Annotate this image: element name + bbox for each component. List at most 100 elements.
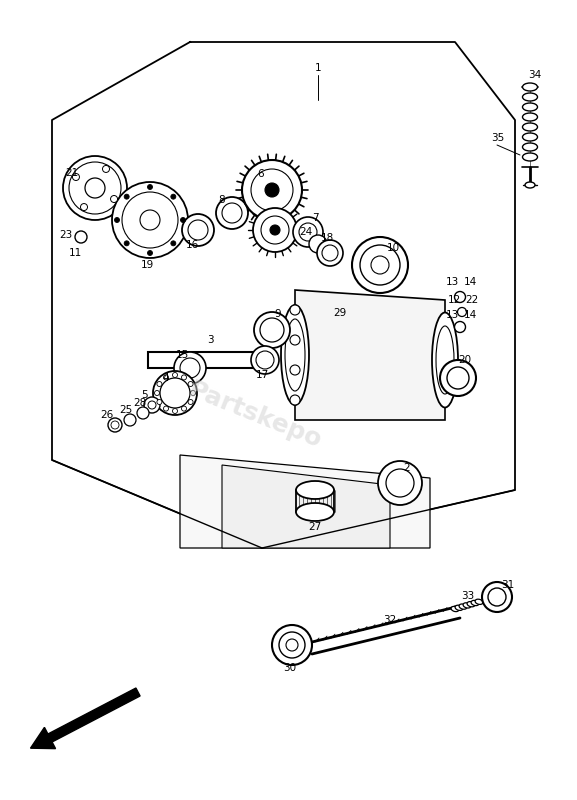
Circle shape (112, 182, 188, 258)
Polygon shape (148, 352, 275, 368)
Circle shape (157, 399, 162, 405)
Ellipse shape (459, 604, 467, 610)
Circle shape (309, 235, 327, 253)
Circle shape (290, 365, 300, 375)
Circle shape (85, 178, 105, 198)
Circle shape (171, 241, 176, 246)
Ellipse shape (436, 326, 454, 394)
Circle shape (253, 208, 297, 252)
Circle shape (290, 335, 300, 345)
Ellipse shape (296, 481, 334, 499)
Circle shape (160, 378, 190, 408)
Ellipse shape (471, 600, 479, 606)
Text: 23: 23 (59, 230, 73, 240)
Circle shape (458, 307, 466, 317)
Circle shape (103, 166, 110, 173)
Circle shape (63, 156, 127, 220)
Circle shape (286, 639, 298, 651)
Circle shape (157, 382, 162, 386)
Text: 12: 12 (447, 295, 460, 305)
Circle shape (317, 240, 343, 266)
Circle shape (182, 406, 186, 411)
Circle shape (69, 162, 121, 214)
Circle shape (111, 421, 119, 429)
Circle shape (148, 401, 156, 409)
Circle shape (124, 241, 129, 246)
Circle shape (293, 217, 323, 247)
Circle shape (108, 418, 122, 432)
Circle shape (455, 322, 466, 333)
Ellipse shape (296, 503, 334, 521)
Ellipse shape (523, 153, 538, 161)
Ellipse shape (467, 602, 475, 607)
Text: 14: 14 (463, 277, 477, 287)
Ellipse shape (523, 113, 538, 121)
Text: 26: 26 (100, 410, 114, 420)
Text: 9: 9 (275, 309, 282, 319)
Text: 24: 24 (299, 227, 313, 237)
Polygon shape (222, 465, 390, 548)
FancyArrow shape (31, 688, 140, 749)
Circle shape (148, 185, 152, 190)
Circle shape (180, 358, 200, 378)
Text: Partskepo: Partskepo (185, 378, 325, 453)
Ellipse shape (523, 103, 538, 111)
Circle shape (251, 346, 279, 374)
Text: 13: 13 (445, 277, 459, 287)
Text: 6: 6 (258, 169, 264, 179)
Text: 18: 18 (320, 233, 334, 243)
Circle shape (242, 160, 302, 220)
Text: 2: 2 (404, 463, 410, 473)
Circle shape (270, 225, 280, 235)
Circle shape (163, 406, 168, 411)
Text: 15: 15 (175, 350, 189, 360)
Circle shape (322, 245, 338, 261)
Ellipse shape (285, 319, 305, 391)
Ellipse shape (523, 93, 538, 101)
Circle shape (290, 305, 300, 315)
Polygon shape (180, 455, 430, 548)
Circle shape (124, 414, 136, 426)
Ellipse shape (523, 133, 538, 141)
Circle shape (144, 397, 160, 413)
Circle shape (173, 373, 178, 378)
Circle shape (188, 382, 193, 386)
Circle shape (440, 360, 476, 396)
Text: 21: 21 (65, 168, 78, 178)
Circle shape (378, 461, 422, 505)
Circle shape (73, 174, 80, 181)
Ellipse shape (523, 143, 538, 151)
Text: 19: 19 (140, 260, 153, 270)
Text: 33: 33 (462, 591, 475, 601)
Circle shape (299, 223, 317, 241)
Text: 8: 8 (219, 195, 225, 205)
Text: 11: 11 (69, 248, 81, 258)
Text: 1: 1 (314, 63, 321, 73)
Text: 35: 35 (492, 133, 505, 143)
Text: 17: 17 (256, 370, 269, 380)
Circle shape (181, 218, 185, 222)
Polygon shape (295, 290, 445, 420)
Circle shape (81, 203, 88, 210)
Circle shape (272, 625, 312, 665)
Circle shape (188, 220, 208, 240)
Ellipse shape (455, 605, 463, 610)
Text: 30: 30 (283, 663, 297, 673)
Circle shape (371, 256, 389, 274)
Circle shape (188, 399, 193, 405)
Text: 5: 5 (141, 390, 147, 400)
Text: 31: 31 (501, 580, 515, 590)
Text: 34: 34 (529, 70, 542, 80)
Text: 32: 32 (383, 615, 396, 625)
Circle shape (171, 194, 176, 199)
Circle shape (360, 245, 400, 285)
Text: 25: 25 (119, 405, 133, 415)
Circle shape (173, 409, 178, 414)
Text: 10: 10 (387, 243, 399, 253)
Circle shape (137, 407, 149, 419)
Circle shape (290, 395, 300, 405)
Circle shape (386, 469, 414, 497)
Circle shape (111, 195, 118, 202)
Circle shape (455, 291, 466, 302)
Circle shape (174, 352, 206, 384)
